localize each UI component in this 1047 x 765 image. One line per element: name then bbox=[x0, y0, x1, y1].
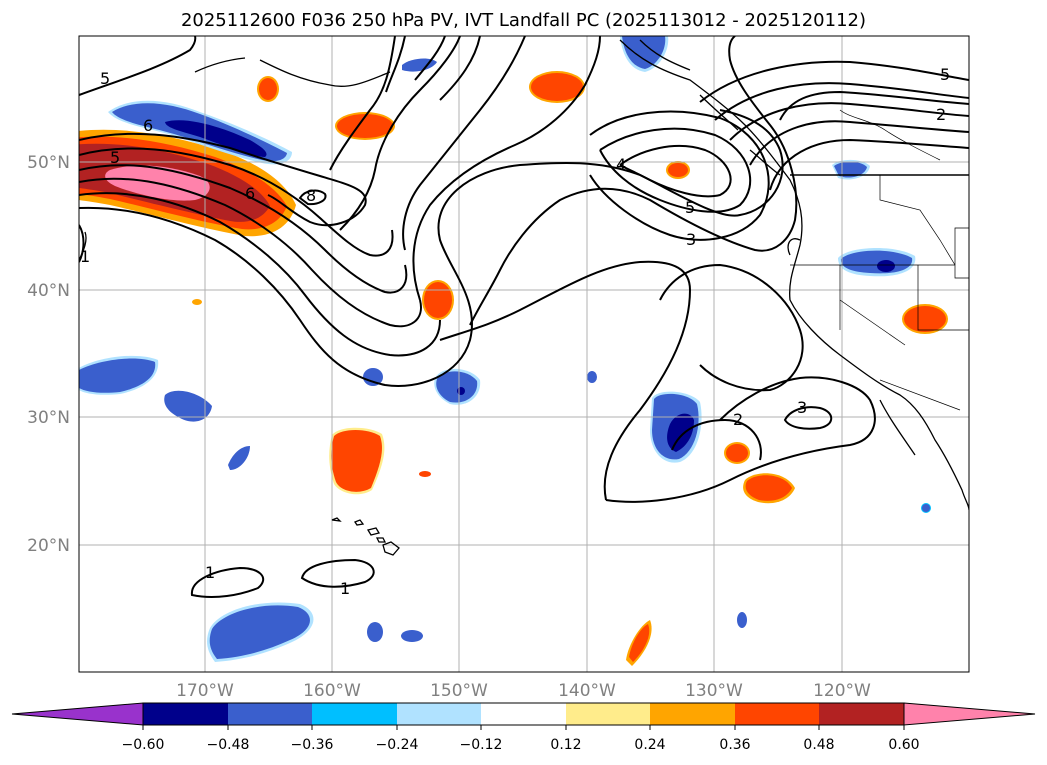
contour-label: 3 bbox=[686, 230, 696, 249]
contour-label: 5 bbox=[940, 65, 950, 84]
contour-label: 6 bbox=[143, 116, 153, 135]
lon-label: 130°W bbox=[685, 681, 743, 701]
colorbar-segment bbox=[566, 703, 650, 725]
lon-label: 160°W bbox=[303, 681, 361, 701]
colorbar-tick-label: 0.60 bbox=[888, 737, 919, 753]
colorbar-segment bbox=[819, 703, 904, 725]
colorbar-tick-label: 0.12 bbox=[550, 737, 581, 753]
contour-label: 2 bbox=[733, 410, 743, 429]
colorbar-segment bbox=[143, 703, 228, 725]
colorbar-extend-max bbox=[903, 702, 1036, 726]
colorbar-segment bbox=[397, 703, 481, 725]
contour-label: 6 bbox=[245, 184, 255, 203]
colorbar-segment bbox=[735, 703, 819, 725]
map-title: 2025112600 F036 250 hPa PV, IVT Landfall… bbox=[180, 10, 867, 31]
contour-label: 1 bbox=[80, 247, 90, 266]
contour-label: 1 bbox=[205, 563, 215, 582]
contour-label: 3 bbox=[797, 398, 807, 417]
colorbar-tick-label: −0.48 bbox=[207, 737, 250, 753]
lon-label: 170°W bbox=[176, 681, 234, 701]
hawaii-islands bbox=[331, 517, 400, 556]
contour-label: 2 bbox=[936, 105, 946, 124]
lat-label: 50°N bbox=[27, 153, 70, 173]
contour-label: 8 bbox=[306, 186, 316, 205]
colorbar-tick-label: −0.36 bbox=[291, 737, 334, 753]
map-frame bbox=[78, 35, 970, 673]
lat-label: 20°N bbox=[27, 536, 70, 556]
colorbar-tick-label: −0.24 bbox=[376, 737, 419, 753]
colorbar-tick-label: −0.60 bbox=[122, 737, 165, 753]
contours bbox=[79, 36, 969, 598]
lat-label: 40°N bbox=[27, 281, 70, 301]
contour-labels: 5 6 5 6 8 1 4 5 3 5 2 2 3 1 1 bbox=[80, 65, 950, 598]
colorbar-tick-label: 0.24 bbox=[634, 737, 665, 753]
contour-label: 5 bbox=[685, 198, 695, 217]
country-borders bbox=[790, 109, 969, 411]
colorbar: −0.60 −0.48 −0.36 −0.24 −0.12 0.12 0.24 … bbox=[11, 702, 1036, 753]
colorbar-tick-label: 0.36 bbox=[719, 737, 750, 753]
colorbar-segment bbox=[650, 703, 735, 725]
colorbar-segment bbox=[481, 703, 566, 725]
colorbar-tick-label: −0.12 bbox=[460, 737, 503, 753]
gridlines bbox=[79, 36, 969, 672]
map-panel: 5 6 5 6 8 1 4 5 3 5 2 2 3 1 1 bbox=[79, 36, 969, 672]
pv-shading bbox=[79, 36, 948, 666]
colorbar-extend-min bbox=[11, 702, 144, 726]
lat-label: 30°N bbox=[27, 408, 70, 428]
lon-label: 140°W bbox=[558, 681, 616, 701]
latitude-labels: 50°N 40°N 30°N 20°N bbox=[27, 153, 70, 556]
colorbar-tick-label: 0.48 bbox=[803, 737, 834, 753]
lon-label: 150°W bbox=[430, 681, 488, 701]
contour-label: 1 bbox=[340, 579, 350, 598]
colorbar-segment bbox=[312, 703, 397, 725]
contour-label: 5 bbox=[110, 148, 120, 167]
longitude-labels: 170°W 160°W 150°W 140°W 130°W 120°W bbox=[176, 681, 871, 701]
lon-label: 120°W bbox=[813, 681, 871, 701]
contour-label: 5 bbox=[100, 69, 110, 88]
contour-label: 4 bbox=[616, 155, 626, 174]
colorbar-segment bbox=[228, 703, 312, 725]
